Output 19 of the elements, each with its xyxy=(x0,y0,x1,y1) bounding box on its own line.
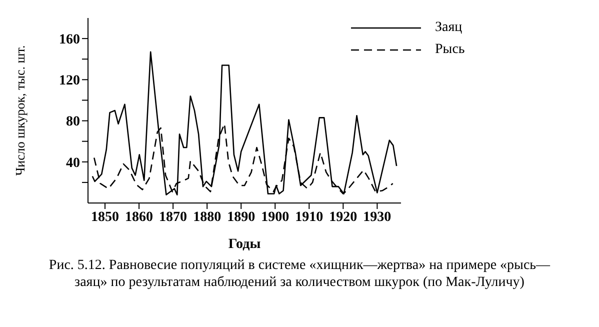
x-axis-title: Годы xyxy=(228,237,261,252)
y-tick-label: 160 xyxy=(59,32,80,48)
x-tick-label: 1860 xyxy=(125,210,154,225)
y-axis-title: Число шкурок, тыс. шт. xyxy=(12,45,28,176)
x-tick-label: 1850 xyxy=(91,210,120,225)
y-tick-label: 120 xyxy=(59,74,80,89)
x-tick-label: 1880 xyxy=(193,210,222,225)
x-tick-label: 1930 xyxy=(363,210,392,225)
x-tick-label: 1900 xyxy=(261,210,290,225)
text: Рис. 5.12. Равновесие популяций в системе «хищник—жертва» на примере «рысь—заяц» по результатам наблюдений за количеством шкурок (по Мак-Луличу) xyxy=(48,257,552,291)
legend-label: Заяц xyxy=(435,20,462,36)
x-tick-label: 1870 xyxy=(159,210,188,225)
legend-label: Рысь xyxy=(435,42,465,58)
line-series xyxy=(92,51,398,196)
y-tick-label: 80 xyxy=(66,114,80,130)
x-tick-label: 1920 xyxy=(329,210,358,225)
y-tick-label: 40 xyxy=(66,156,80,171)
x-tick-label: 1910 xyxy=(295,210,324,225)
x-tick-label: 1890 xyxy=(227,210,256,225)
